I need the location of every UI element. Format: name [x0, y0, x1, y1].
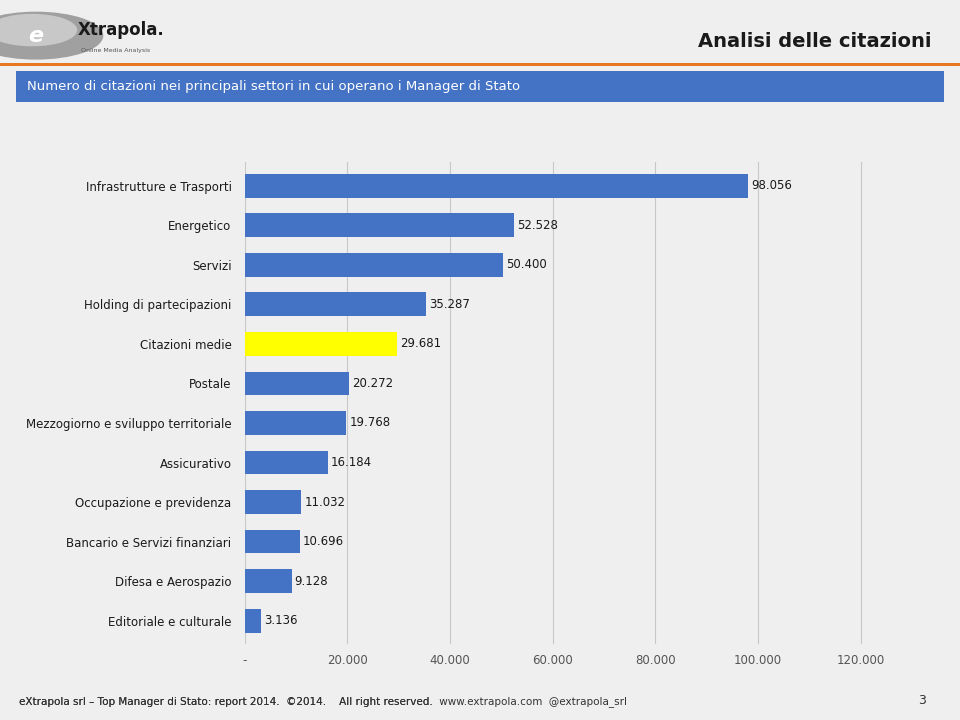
Bar [245, 570, 292, 593]
Bar [245, 253, 503, 276]
Text: 9.128: 9.128 [295, 575, 328, 588]
Text: 52.528: 52.528 [517, 219, 559, 232]
Text: 35.287: 35.287 [429, 298, 469, 311]
Text: 50.400: 50.400 [507, 258, 547, 271]
Bar [245, 332, 397, 356]
Circle shape [0, 12, 103, 59]
Text: 10.696: 10.696 [302, 535, 344, 548]
Text: Online Media Analysis: Online Media Analysis [82, 48, 151, 53]
Text: e: e [29, 26, 43, 45]
Bar [245, 174, 748, 197]
Text: 29.681: 29.681 [400, 338, 442, 351]
Bar [245, 530, 300, 554]
Text: 19.768: 19.768 [349, 416, 391, 429]
Circle shape [0, 14, 77, 45]
Text: eXtrapola srl – Top Manager di Stato: report 2014.  ©2014.    All right reserved: eXtrapola srl – Top Manager di Stato: re… [19, 696, 627, 707]
Text: eXtrapola srl – Top Manager di Stato: report 2014.  ©2014.    All right reserved: eXtrapola srl – Top Manager di Stato: re… [19, 697, 440, 707]
Text: 98.056: 98.056 [751, 179, 792, 192]
Text: Analisi delle citazioni: Analisi delle citazioni [698, 32, 931, 51]
Text: 3: 3 [919, 694, 926, 707]
Text: 20.272: 20.272 [352, 377, 393, 390]
Bar [245, 411, 347, 435]
Text: 3.136: 3.136 [264, 614, 298, 627]
Text: Xtrapola.: Xtrapola. [78, 21, 165, 39]
Bar [245, 213, 515, 237]
Bar [245, 372, 348, 395]
Bar [245, 490, 301, 514]
Bar [245, 451, 328, 474]
Bar [245, 292, 426, 316]
Text: 16.184: 16.184 [331, 456, 372, 469]
Bar [245, 609, 261, 633]
Text: Numero di citazioni nei principali settori in cui operano i Manager di Stato: Numero di citazioni nei principali setto… [28, 80, 520, 94]
Text: 11.032: 11.032 [304, 495, 346, 508]
